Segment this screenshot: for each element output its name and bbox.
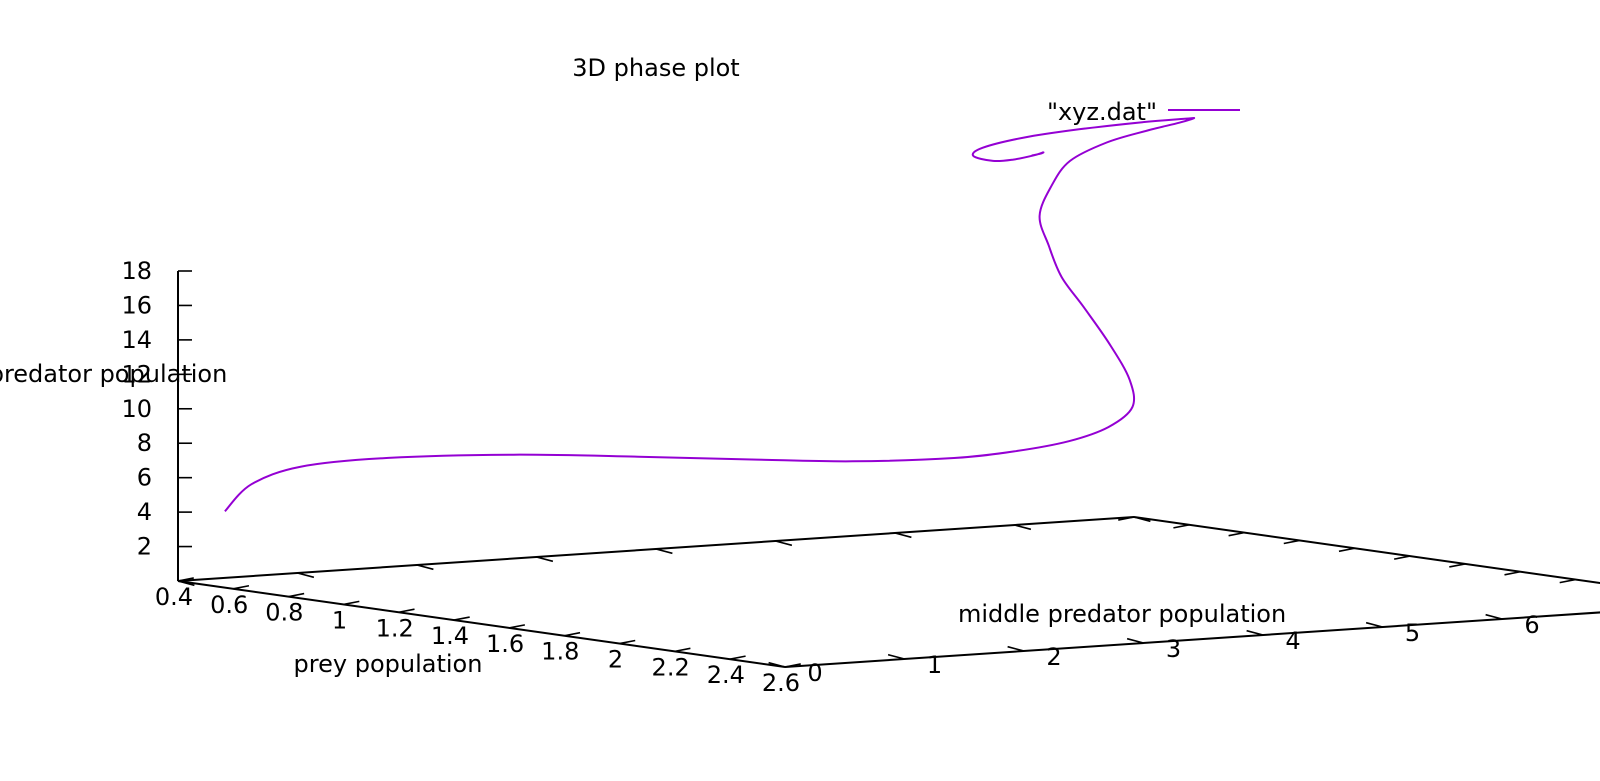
x-tick-mark [619, 639, 636, 645]
x-tick-mark [453, 616, 470, 621]
z-tick-label: 4 [137, 498, 152, 526]
x-tick-label: 2.4 [707, 661, 745, 689]
y-tick-mark-back [894, 532, 912, 539]
x-tick-mark [177, 577, 194, 582]
x-tick-mark-back [1559, 578, 1576, 584]
y-tick-mark-back [177, 580, 195, 587]
y-tick-mark [1126, 637, 1144, 644]
y-tick-label: 2 [1046, 643, 1061, 671]
y-tick-mark-back [416, 564, 434, 571]
x-tick-mark-back [1449, 563, 1466, 568]
y-tick-mark-back [655, 548, 673, 555]
chart-title: 3D phase plot [572, 54, 739, 82]
x-tick-mark-back [1338, 547, 1355, 553]
x-tick-label: 2.6 [762, 669, 800, 697]
y-tick-mark [887, 653, 905, 660]
y-tick-mark-back [1133, 516, 1151, 523]
y-tick-label: 3 [1166, 635, 1181, 663]
x-tick-label: 0.4 [155, 583, 193, 611]
x-tick-label: 0.8 [265, 599, 303, 627]
y-tick-mark [1365, 621, 1383, 628]
y-tick-label: 6 [1524, 611, 1539, 639]
z-tick-label: 8 [137, 429, 152, 457]
y-tick-label: 5 [1405, 619, 1420, 647]
back-x-edge [1133, 516, 1600, 585]
y-tick-mark-back [1014, 524, 1032, 531]
y-tick-label: 4 [1285, 627, 1300, 655]
x-axis-line [177, 580, 786, 668]
x-tick-mark-back [1504, 570, 1521, 576]
x-tick-mark [233, 584, 250, 590]
z-axis-title: predator population [0, 360, 227, 388]
y-tick-mark [768, 661, 786, 668]
x-tick-mark [564, 631, 581, 637]
z-tick-label: 6 [137, 464, 152, 492]
y-tick-mark [1007, 645, 1025, 652]
x-tick-label: 1 [332, 606, 347, 634]
x-tick-mark [343, 600, 360, 606]
x-tick-label: 1.4 [431, 622, 469, 650]
z-tick-label: 18 [121, 257, 152, 285]
y-tick-mark [1246, 629, 1264, 636]
x-tick-mark [729, 655, 746, 660]
x-tick-mark [288, 592, 305, 598]
y-tick-mark-back [775, 540, 793, 547]
y-ticks: 012345678 [177, 516, 1540, 687]
z-ticks: 2 4 6 8 10 12 14 16 18 [121, 257, 192, 561]
x-tick-label: 1.6 [486, 630, 524, 658]
x-axis-title: prey population [294, 650, 483, 678]
z-tick-label: 14 [121, 326, 152, 354]
x-tick-mark-back [1228, 531, 1245, 537]
x-tick-label: 2 [608, 646, 623, 674]
y-tick-label: 1 [927, 651, 942, 679]
y-tick-mark-back [536, 556, 554, 563]
x-tick-mark-back [1173, 524, 1190, 529]
x-tick-mark-back [1393, 555, 1411, 560]
x-tick-mark [674, 647, 691, 653]
z-tick-label: 10 [121, 395, 152, 423]
x-tick-mark-back [1283, 539, 1300, 545]
y-tick-label: 0 [807, 659, 822, 687]
x-tick-label: 0.6 [210, 591, 248, 619]
z-tick-label: 16 [121, 291, 152, 319]
x-tick-mark [784, 663, 801, 668]
legend: "xyz.dat" [1047, 98, 1240, 126]
y-tick-mark [1485, 613, 1503, 620]
y-tick-mark-back [297, 572, 315, 579]
x-tick-mark [508, 624, 526, 629]
z-tick-label: 12 [121, 360, 152, 388]
x-tick-label: 2.2 [652, 653, 690, 681]
z-tick-label: 2 [137, 533, 152, 561]
x-tick-mark [398, 608, 415, 614]
x-tick-label: 1.8 [541, 638, 579, 666]
x-tick-label: 1.2 [376, 614, 414, 642]
x-ticks: 0.4 0.6 0.8 1 1.2 1.4 1.6 1.8 2 2.2 2.4 2.6 [155, 516, 1576, 697]
x-tick-mark-back [1118, 516, 1135, 521]
legend-entry-label: "xyz.dat" [1047, 98, 1157, 126]
series-trajectory-line [224, 116, 1196, 512]
y-axis-title: middle predator population [958, 600, 1286, 628]
